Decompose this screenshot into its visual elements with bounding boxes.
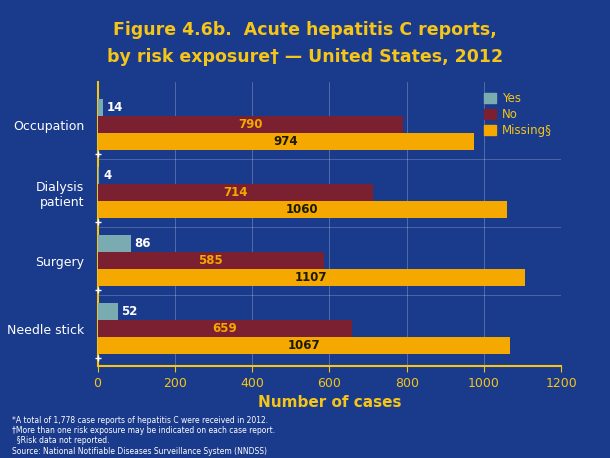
Bar	[98, 202, 507, 218]
Bar	[98, 168, 99, 185]
Text: 52: 52	[121, 305, 138, 318]
Text: *A total of 1,778 case reports of hepatitis C were received in 2012.
†More than : *A total of 1,778 case reports of hepati…	[12, 415, 275, 456]
Text: by risk exposure† — United States, 2012: by risk exposure† — United States, 2012	[107, 48, 503, 66]
Text: 790: 790	[238, 119, 262, 131]
Bar	[98, 235, 131, 252]
Bar	[98, 99, 103, 116]
X-axis label: Number of cases: Number of cases	[257, 395, 401, 410]
Text: 974: 974	[273, 136, 298, 148]
Text: 1060: 1060	[286, 203, 318, 217]
Text: 4: 4	[103, 169, 111, 182]
Bar	[98, 252, 324, 269]
Bar	[98, 185, 373, 202]
Text: 659: 659	[212, 322, 237, 336]
Text: 1107: 1107	[295, 272, 328, 284]
Text: 714: 714	[223, 186, 248, 200]
Bar	[98, 338, 510, 354]
Text: 1067: 1067	[287, 339, 320, 353]
Bar	[98, 304, 118, 321]
Text: 14: 14	[107, 101, 123, 114]
Bar	[98, 269, 525, 287]
Bar	[98, 116, 403, 133]
Bar	[98, 321, 352, 338]
Legend: Yes, No, Missing§: Yes, No, Missing§	[481, 88, 555, 140]
Bar	[98, 133, 474, 151]
Text: 585: 585	[198, 255, 223, 267]
Text: 86: 86	[135, 238, 151, 251]
Text: Figure 4.6b.  Acute hepatitis C reports,: Figure 4.6b. Acute hepatitis C reports,	[113, 21, 497, 39]
